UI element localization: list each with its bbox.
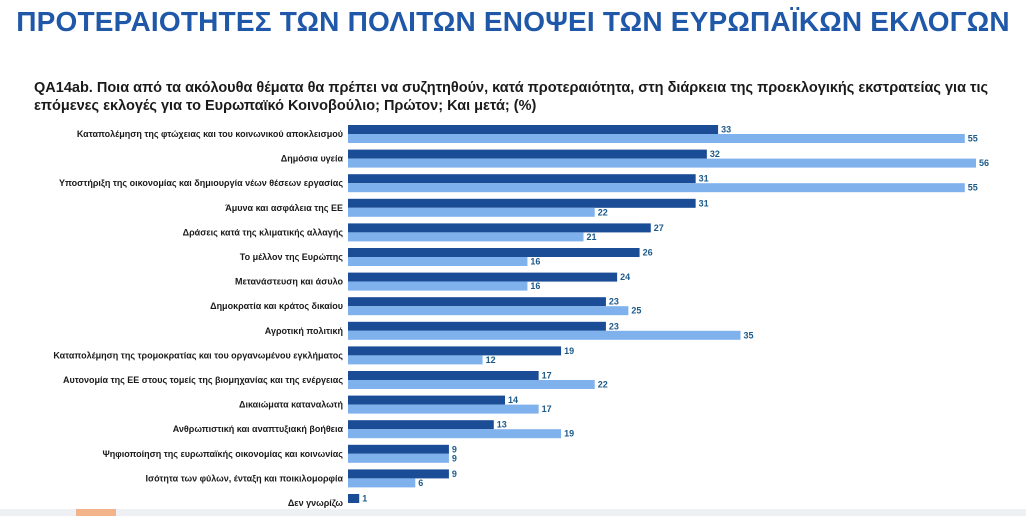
chart-question: QA14ab. Ποια από τα ακόλουθα θέματα θα π… <box>34 80 989 114</box>
bar-series-2 <box>348 355 483 365</box>
category-label: Δεν γνωρίζω <box>288 498 344 508</box>
value-label: 9 <box>452 469 457 479</box>
category-label: Ισότητα των φύλων, ένταξη και ποικιλομορ… <box>146 473 344 483</box>
bar-series-1 <box>348 346 562 356</box>
category-label: Υποστήριξη της οικονομίας και δημιουργία… <box>59 178 343 188</box>
value-label: 17 <box>542 371 552 381</box>
value-label: 14 <box>508 395 518 405</box>
bottom-strip <box>0 509 1026 516</box>
value-label: 9 <box>452 453 457 463</box>
value-label: 27 <box>654 223 664 233</box>
value-label: 22 <box>598 207 608 217</box>
value-label: 56 <box>979 158 989 168</box>
value-label: 19 <box>564 346 574 356</box>
bar-series-2 <box>348 158 976 168</box>
value-label: 9 <box>452 444 457 454</box>
value-label: 23 <box>609 321 619 331</box>
value-label: 16 <box>530 257 540 267</box>
category-label: Ανθρωπιστική και αναπτυξιακή βοήθεια <box>173 424 344 434</box>
value-label: 25 <box>631 306 641 316</box>
bottom-strip-highlight <box>76 509 116 516</box>
value-label: 55 <box>968 183 978 193</box>
category-label: Μετανάστευση και άσυλο <box>235 277 344 287</box>
bar-series-2 <box>348 404 539 414</box>
bar-series-1 <box>348 223 651 233</box>
bar-series-2 <box>348 306 629 316</box>
bar-series-1 <box>348 297 606 307</box>
bar-series-2 <box>348 257 528 266</box>
category-label: Καταπολέμηση της φτώχειας και του κοινων… <box>77 129 343 139</box>
bar-series-1 <box>348 371 539 380</box>
bar-series-1 <box>348 272 618 282</box>
value-label: 1 <box>362 494 367 504</box>
bar-series-2 <box>348 453 449 463</box>
bar-series-1 <box>348 248 640 257</box>
bar-series-1 <box>348 174 696 184</box>
bar-series-2 <box>348 183 965 193</box>
bar-series-1 <box>348 444 449 454</box>
value-label: 19 <box>564 429 574 439</box>
page-title: ΠΡΟΤΕΡΑΙΟΤΗΤΕΣ ΤΩΝ ΠΟΛΙΤΩΝ ΕΝΟΨΕΙ ΤΩΝ ΕΥ… <box>16 6 1010 37</box>
bar-series-1 <box>348 469 449 479</box>
bar-series-1 <box>348 149 707 159</box>
category-label: Το μέλλον της Ευρώπης <box>240 252 344 262</box>
value-label: 26 <box>643 248 653 258</box>
bar-series-1 <box>348 420 494 430</box>
bar-series-2 <box>348 134 965 143</box>
value-label: 22 <box>598 380 608 390</box>
bar-series-2 <box>348 232 584 242</box>
value-label: 23 <box>609 297 619 307</box>
value-label: 35 <box>744 330 754 340</box>
value-label: 13 <box>497 420 507 430</box>
value-label: 16 <box>530 281 540 291</box>
category-label: Δημόσια υγεία <box>281 154 344 164</box>
bar-series-1 <box>348 125 719 134</box>
category-label: Άμυνα και ασφάλεια της ΕΕ <box>225 203 343 213</box>
value-label: 31 <box>699 174 709 184</box>
value-label: 17 <box>542 404 552 414</box>
bar-series-1 <box>348 198 696 208</box>
bar-series-1 <box>348 321 606 331</box>
value-label: 24 <box>620 272 630 282</box>
bar-series-1 <box>348 494 360 503</box>
value-label: 12 <box>486 355 496 365</box>
bar-series-2 <box>348 380 595 389</box>
category-label: Καταπολέμηση της τρομοκρατίας και του ορ… <box>53 350 343 360</box>
bar-series-2 <box>348 478 416 488</box>
bar-series-2 <box>348 207 595 217</box>
category-label: Δημοκρατία και κράτος δικαίου <box>210 301 343 311</box>
bar-series-2 <box>348 429 562 439</box>
bar-series-2 <box>348 330 741 340</box>
value-label: 21 <box>587 232 597 242</box>
value-label: 32 <box>710 149 720 159</box>
value-label: 6 <box>418 478 423 488</box>
category-label: Ψηφιοποίηση της ευρωπαϊκής οικονομίας κα… <box>103 449 344 459</box>
value-label: 55 <box>968 134 978 144</box>
category-label: Δικαιώματα καταναλωτή <box>239 400 343 410</box>
category-label: Αυτονομία της ΕΕ στους τομείς της βιομηχ… <box>63 375 343 385</box>
value-label: 31 <box>699 198 709 208</box>
bar-series-2 <box>348 281 528 291</box>
category-label: Δράσεις κατά της κλιματικής αλλαγής <box>183 227 344 237</box>
bar-series-1 <box>348 395 505 405</box>
category-label: Αγροτική πολιτική <box>265 326 343 336</box>
value-label: 33 <box>721 125 731 135</box>
